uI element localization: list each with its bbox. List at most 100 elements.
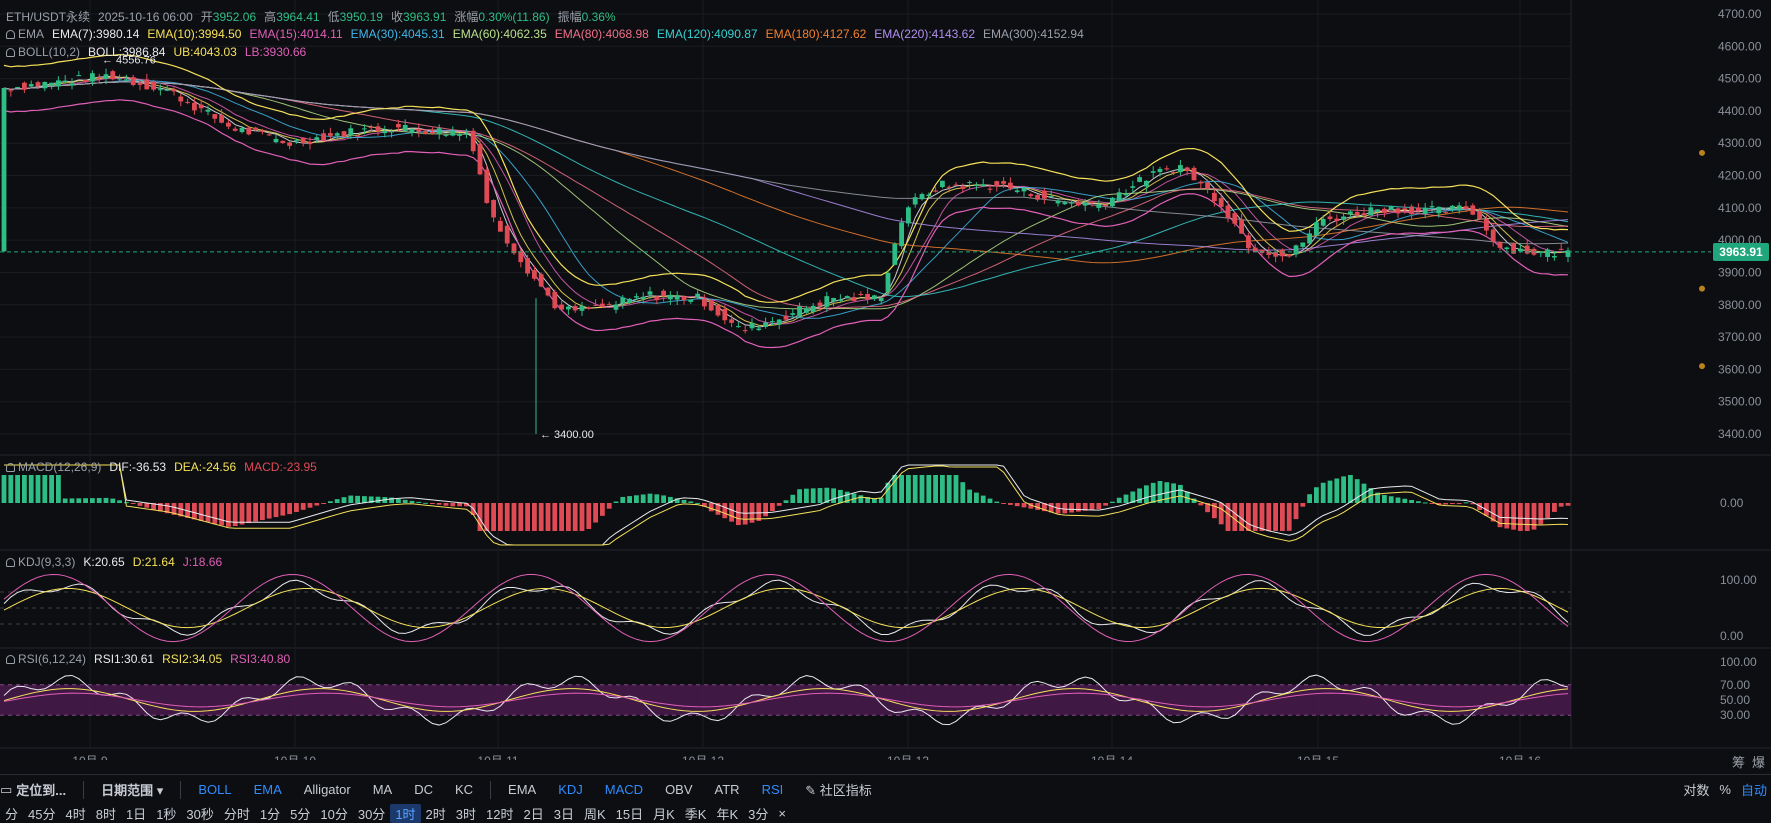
main-indicator-dc[interactable]: DC — [414, 782, 433, 797]
ema-legend[interactable]: EMA EMA(7):3980.14 EMA(10):3994.50 EMA(15):… — [6, 27, 1084, 41]
alert-bell-icon[interactable] — [6, 655, 15, 664]
macd-histogram-bar — [810, 488, 816, 503]
timeframe-21[interactable]: 季K — [684, 807, 707, 822]
sub-indicator-macd[interactable]: MACD — [604, 782, 644, 797]
timeframe-18[interactable]: 周K — [583, 807, 606, 822]
timeframe-3[interactable]: 8时 — [95, 807, 116, 822]
chips-label[interactable]: 筹 — [1732, 755, 1746, 770]
timeframe-15[interactable]: 12时 — [486, 807, 514, 822]
timeframe-2[interactable]: 4时 — [65, 807, 86, 822]
alert-bell-icon[interactable] — [6, 463, 15, 472]
timeframe-8[interactable]: 1分 — [259, 807, 281, 822]
sub-indicator-rsi[interactable]: RSI — [761, 782, 784, 797]
macd-legend-name[interactable]: MACD(12,26,9) — [6, 460, 101, 474]
macd-histogram-bar — [844, 491, 850, 503]
community-indicators-button[interactable]: ✎ 社区指标 — [794, 780, 883, 799]
candle-body — [654, 296, 660, 300]
timeframe-1[interactable]: 45分 — [28, 807, 56, 822]
timeframe-10[interactable]: 10分 — [320, 807, 348, 822]
candle-body — [1361, 213, 1367, 216]
ema-legend-name[interactable]: EMA — [6, 27, 44, 41]
axis-option-1[interactable]: % — [1719, 781, 1731, 797]
macd-histogram-bar — [232, 503, 238, 527]
main-indicator-ema[interactable]: EMA — [253, 782, 282, 797]
price-tick: 3600.00 — [1718, 362, 1762, 376]
legend-value: DIF:-36.53 — [109, 460, 167, 474]
main-indicator-ma[interactable]: MA — [372, 782, 393, 797]
macd-histogram-bar — [1103, 503, 1108, 506]
candle-body — [151, 81, 156, 90]
boll-legend[interactable]: BOLL(10,2) BOLL:3986.84 UB:4043.03 LB:3930.… — [6, 45, 306, 59]
locate-button[interactable]: 定位到... — [16, 783, 67, 798]
timeframe-9[interactable]: 5分 — [290, 807, 311, 822]
sub-indicator-kdj[interactable]: KDJ — [558, 782, 583, 797]
timeframe-19[interactable]: 15日 — [615, 807, 644, 822]
macd-histogram-bar — [783, 500, 789, 503]
macd-histogram-bar — [1014, 503, 1020, 507]
kline-chart[interactable]: 4700.00 4600.00 4500.00 4400.00 4300.00 4200.… — [0, 0, 1771, 760]
sub-indicator-atr[interactable]: ATR — [714, 782, 740, 797]
close-icon[interactable]: × — [778, 806, 786, 821]
rsi-legend[interactable]: RSI(6,12,24) RSI1:30.61 RSI2:34.05 RSI3:40.… — [6, 652, 290, 666]
sub-indicator-obv[interactable]: OBV — [665, 782, 693, 797]
timeframe-14[interactable]: 3时 — [455, 807, 477, 822]
candle-body — [1334, 218, 1340, 221]
candle-body — [171, 89, 177, 92]
timeframe-12[interactable]: 1时 — [390, 804, 421, 823]
sub-indicator-ema[interactable]: EMA — [508, 782, 537, 797]
axis-option-0[interactable]: 对数 — [1683, 782, 1710, 798]
candle-body — [416, 128, 422, 132]
kdj-legend-name[interactable]: KDJ(9,3,3) — [6, 555, 75, 569]
timeframe-22[interactable]: 年K — [716, 807, 739, 822]
macd-histogram-bar — [912, 475, 918, 503]
candle-body — [940, 180, 945, 188]
timeframe-0[interactable]: 分 — [5, 807, 19, 822]
rsi3-line — [3, 692, 1569, 708]
candle-body — [1103, 204, 1108, 207]
timeframe-5[interactable]: 1秒 — [156, 807, 177, 822]
candle-body — [1463, 206, 1469, 210]
candle-body — [1348, 211, 1353, 214]
candle-body — [1402, 208, 1408, 210]
date-range-button[interactable]: 日期范围 ▾ — [90, 780, 174, 799]
locate-icon[interactable]: ▭ — [0, 781, 13, 797]
timeframe-17[interactable]: 3日 — [553, 807, 574, 822]
macd-histogram-bar — [1429, 503, 1435, 504]
candle-body — [674, 295, 680, 300]
timeframe-11[interactable]: 30分 — [357, 807, 386, 822]
main-indicator-kc[interactable]: KC — [454, 782, 474, 797]
candle-body — [566, 306, 571, 310]
boll-legend-name[interactable]: BOLL(10,2) — [6, 45, 80, 59]
timeframe-23[interactable]: 3分 — [748, 807, 769, 822]
timeframe-20[interactable]: 月K — [653, 807, 675, 822]
timeframe-6[interactable]: 30秒 — [186, 807, 214, 822]
alert-bell-icon[interactable] — [6, 558, 15, 567]
axis-option-2[interactable]: 自动 — [1740, 782, 1767, 798]
liquidation-label[interactable]: 爆 — [1752, 755, 1766, 770]
macd-histogram-bar — [266, 503, 272, 519]
ema-line-0 — [3, 75, 1569, 328]
alert-bell-icon[interactable] — [6, 30, 15, 39]
timeframe-13[interactable]: 2时 — [425, 807, 446, 822]
macd-histogram-bar — [457, 503, 462, 507]
legend-value: EMA(220):4143.62 — [874, 27, 976, 41]
timeframe-bar: 分 45分 4时 8时 1日 1秒 30秒 分时 1分 5分 10分 30分 1时 2时 3时 12时 2日 3日… — [0, 804, 1771, 823]
rsi-legend-name[interactable]: RSI(6,12,24) — [6, 652, 86, 666]
kdj-legend[interactable]: KDJ(9,3,3) K:20.65 D:21.64 J:18.66 — [6, 555, 222, 569]
macd-histogram-bar — [1463, 502, 1469, 504]
candle-body — [1497, 241, 1503, 248]
main-indicator-boll[interactable]: BOLL — [198, 782, 232, 797]
rsi1-line — [3, 674, 1569, 726]
timeframe-4[interactable]: 1日 — [125, 807, 147, 822]
timeframe-16[interactable]: 2日 — [523, 807, 544, 822]
macd-histogram-bar — [899, 475, 904, 503]
timeframe-7[interactable]: 分时 — [223, 807, 250, 822]
candle-body — [69, 83, 75, 86]
alert-bell-icon[interactable] — [6, 48, 15, 57]
main-indicator-alligator[interactable]: Alligator — [303, 782, 351, 797]
macd-histogram-bar — [1116, 497, 1122, 503]
macd-legend[interactable]: MACD(12,26,9) DIF:-36.53 DEA:-24.56 MACD:-2… — [6, 460, 317, 474]
candle-body — [1395, 208, 1401, 214]
macd-histogram-bar — [205, 503, 211, 523]
macd-histogram-bar — [1524, 503, 1530, 531]
